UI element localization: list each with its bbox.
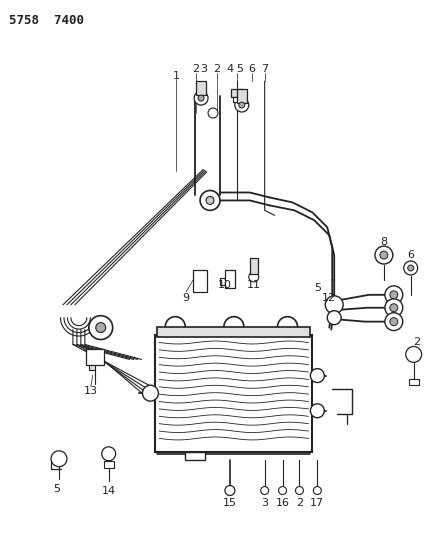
Circle shape xyxy=(239,102,245,108)
Circle shape xyxy=(198,95,204,101)
Text: 11: 11 xyxy=(247,280,261,290)
Text: 6: 6 xyxy=(248,64,255,74)
Text: 2: 2 xyxy=(193,64,200,74)
Circle shape xyxy=(404,261,418,275)
Circle shape xyxy=(261,487,269,495)
Bar xyxy=(233,97,241,102)
Circle shape xyxy=(200,190,220,211)
Bar xyxy=(193,270,207,292)
Circle shape xyxy=(375,246,393,264)
Circle shape xyxy=(310,404,324,418)
Text: 16: 16 xyxy=(276,498,290,508)
Text: 8: 8 xyxy=(380,237,387,247)
Text: 4: 4 xyxy=(226,64,233,74)
Bar xyxy=(250,258,258,274)
Text: 1: 1 xyxy=(173,71,180,81)
Text: 5: 5 xyxy=(54,483,60,494)
Text: 5: 5 xyxy=(314,283,321,293)
Text: 17: 17 xyxy=(310,498,324,508)
Circle shape xyxy=(390,304,398,312)
Text: 6: 6 xyxy=(407,250,414,260)
Circle shape xyxy=(89,316,113,340)
Circle shape xyxy=(390,318,398,326)
Bar xyxy=(409,379,419,385)
Text: 13: 13 xyxy=(84,386,98,396)
Circle shape xyxy=(313,487,321,495)
Text: 7: 7 xyxy=(261,64,268,74)
Bar xyxy=(225,270,235,288)
Circle shape xyxy=(385,286,403,304)
Circle shape xyxy=(406,346,422,362)
Circle shape xyxy=(325,296,343,314)
Circle shape xyxy=(310,369,324,383)
Circle shape xyxy=(385,299,403,317)
Circle shape xyxy=(279,487,286,495)
Text: 15: 15 xyxy=(223,498,237,508)
Bar xyxy=(155,335,312,452)
Text: 2: 2 xyxy=(413,336,420,346)
Circle shape xyxy=(225,486,235,496)
Circle shape xyxy=(408,265,414,271)
Text: 3: 3 xyxy=(201,64,208,74)
Bar xyxy=(231,89,243,97)
Bar xyxy=(237,89,247,103)
Text: 14: 14 xyxy=(101,486,116,496)
Circle shape xyxy=(206,197,214,205)
Circle shape xyxy=(51,451,67,467)
Text: 2: 2 xyxy=(296,498,303,508)
Text: 2: 2 xyxy=(214,64,220,74)
Bar xyxy=(158,327,310,336)
Text: 5758  7400: 5758 7400 xyxy=(9,14,84,27)
Bar xyxy=(86,350,104,365)
Circle shape xyxy=(390,291,398,299)
Circle shape xyxy=(208,108,218,118)
Bar xyxy=(196,81,206,95)
Text: 5: 5 xyxy=(236,64,244,74)
Text: 3: 3 xyxy=(261,498,268,508)
Circle shape xyxy=(385,313,403,330)
Circle shape xyxy=(102,447,116,461)
Bar xyxy=(185,452,205,460)
Circle shape xyxy=(327,311,341,325)
Circle shape xyxy=(96,322,106,333)
Text: 9: 9 xyxy=(183,293,190,303)
Circle shape xyxy=(143,385,158,401)
Bar xyxy=(104,461,114,467)
Bar xyxy=(89,365,95,370)
Circle shape xyxy=(194,91,208,105)
Circle shape xyxy=(249,272,259,282)
Text: 12: 12 xyxy=(322,293,336,303)
Text: 10: 10 xyxy=(218,280,232,290)
Circle shape xyxy=(295,487,303,495)
Circle shape xyxy=(380,251,388,259)
Circle shape xyxy=(235,98,249,112)
